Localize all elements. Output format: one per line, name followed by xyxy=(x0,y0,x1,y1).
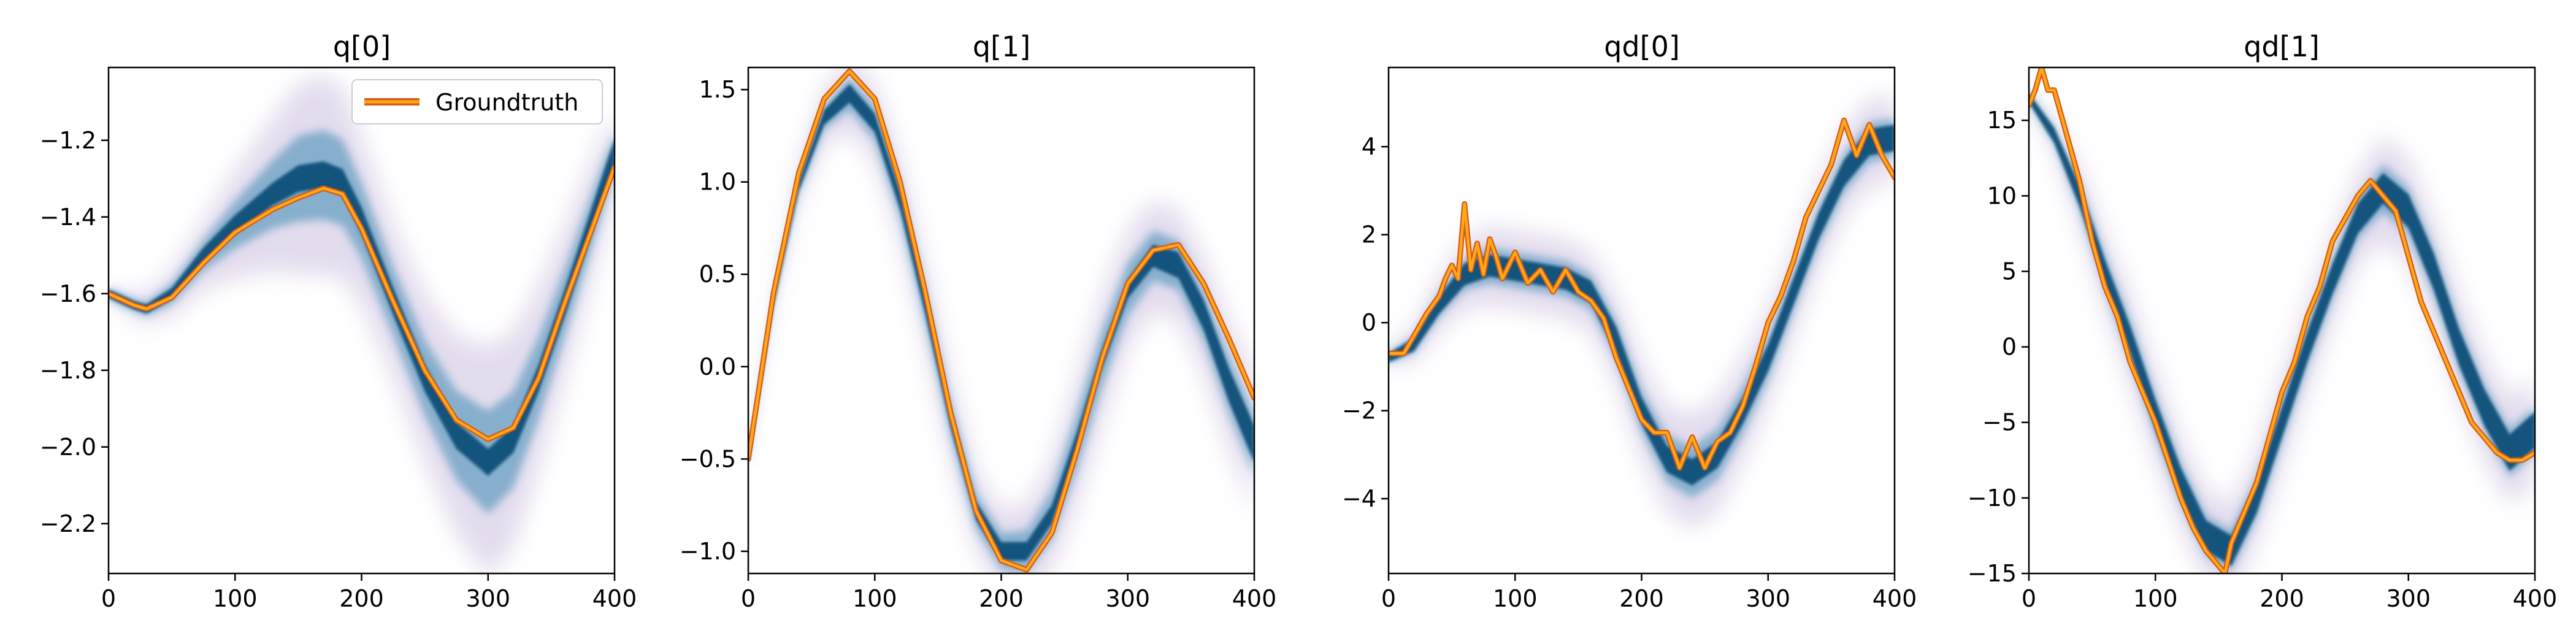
band-core xyxy=(2029,93,2535,566)
y-tick-label: 1.5 xyxy=(699,76,736,103)
subplot-title: qd[1] xyxy=(2244,30,2320,63)
axes-frame xyxy=(1387,66,1896,575)
y-tick-label: −1.2 xyxy=(40,127,96,154)
y-tick-label: 1.0 xyxy=(699,169,736,196)
x-tick-label: 100 xyxy=(853,585,897,612)
y-tick-label: −15 xyxy=(1968,560,2017,587)
plot-area: 0 100 200 300 400 −2.2 −2.0 −1.8 −1.6 −1.4 −1.2 xyxy=(40,66,637,612)
y-tick-label: 2 xyxy=(1362,221,1376,248)
band-core xyxy=(109,138,615,476)
x-tick-label: 0 xyxy=(741,585,756,612)
y-tick-label: −2.2 xyxy=(40,510,96,537)
band-halo xyxy=(109,75,615,573)
subplot-title: qd[0] xyxy=(1604,30,1680,63)
plot-content xyxy=(109,75,615,573)
x-tick-label: 100 xyxy=(2133,585,2178,612)
band-mid xyxy=(748,77,1254,572)
x-tick-label: 400 xyxy=(1232,585,1277,612)
groundtruth-line-edge xyxy=(748,68,1254,573)
x-tick-label: 100 xyxy=(213,585,258,612)
band-core xyxy=(748,84,1254,561)
plot-content xyxy=(748,67,1254,573)
plot-content xyxy=(2029,67,2535,573)
legend-box xyxy=(351,79,603,125)
y-tick-label: −4 xyxy=(1342,485,1376,512)
y-tick-label: 5 xyxy=(2002,258,2017,285)
x-tick-label: 400 xyxy=(592,585,637,612)
legend-label: Groundtruth xyxy=(435,89,578,116)
y-tick-label: 0 xyxy=(1362,309,1376,336)
groundtruth-line xyxy=(1389,118,1895,470)
x-tick-label: 300 xyxy=(466,585,510,612)
y-tick-label: 10 xyxy=(1987,182,2017,209)
y-tick-label: 0.0 xyxy=(699,353,736,380)
x-tick-label: 300 xyxy=(2386,585,2431,612)
groundtruth-line xyxy=(748,69,1254,572)
y-tick-label: −2 xyxy=(1342,397,1376,424)
y-tick-label: −10 xyxy=(1968,485,2017,512)
groundtruth-line xyxy=(109,166,615,441)
subplot-q0: q[0] 0 100 200 300 400 −2.2 −2.0 −1.8 −1.6 −1.4 −1… xyxy=(40,30,637,612)
x-tick-label: 300 xyxy=(1105,585,1150,612)
subplot-qd1: qd[1] 0 100 200 300 400 −15 −10 −5 0 5 10 15 xyxy=(1968,30,2557,612)
groundtruth-line xyxy=(2029,67,2535,573)
x-tick-label: 200 xyxy=(2260,585,2304,612)
x-tick-label: 200 xyxy=(339,585,384,612)
y-tick-label: −1.6 xyxy=(40,280,96,307)
y-tick-label: −5 xyxy=(1982,409,2017,436)
band-halo xyxy=(1389,94,1895,530)
subplot-q1: q[1] 0 100 200 300 400 −1.0 −0.5 0.0 0.5 1.0 1.5 xyxy=(680,30,1277,612)
x-tick-label: 100 xyxy=(1493,585,1538,612)
plot-area: 0 100 200 300 400 −4 −2 0 2 4 xyxy=(1342,66,1917,612)
subplot-qd0: qd[0] 0 100 200 300 400 −4 −2 0 2 4 xyxy=(1342,30,1917,612)
x-tick-label: 200 xyxy=(979,585,1024,612)
x-tick-label: 0 xyxy=(1381,585,1396,612)
band-halo xyxy=(748,67,1254,573)
x-tick-label: 200 xyxy=(1619,585,1664,612)
legend: Groundtruth xyxy=(351,79,603,125)
subplot-title: q[1] xyxy=(973,30,1030,63)
y-tick-label: −1.0 xyxy=(680,538,736,565)
subplot-title: q[0] xyxy=(333,30,391,63)
y-tick-label: 15 xyxy=(1987,107,2017,134)
x-tick-label: 0 xyxy=(101,585,116,612)
plot-area: 0 100 200 300 400 −15 −10 −5 0 5 10 15 xyxy=(1968,66,2558,612)
x-tick-label: 0 xyxy=(2022,585,2036,612)
y-tick-label: −2.0 xyxy=(40,434,96,461)
y-tick-label: −1.4 xyxy=(40,204,96,231)
y-tick-label: 4 xyxy=(1362,133,1376,160)
y-tick-label: 0 xyxy=(2002,334,2017,361)
y-tick-label: −1.8 xyxy=(40,357,96,384)
y-tick-label: −0.5 xyxy=(680,445,736,472)
x-tick-label: 400 xyxy=(2513,585,2558,612)
plot-area: 0 100 200 300 400 −1.0 −0.5 0.0 0.5 1.0 1.5 xyxy=(680,66,1277,612)
plot-content xyxy=(1389,94,1895,530)
x-tick-label: 300 xyxy=(1746,585,1790,612)
y-tick-label: 0.5 xyxy=(699,261,736,288)
x-tick-label: 400 xyxy=(1873,585,1917,612)
